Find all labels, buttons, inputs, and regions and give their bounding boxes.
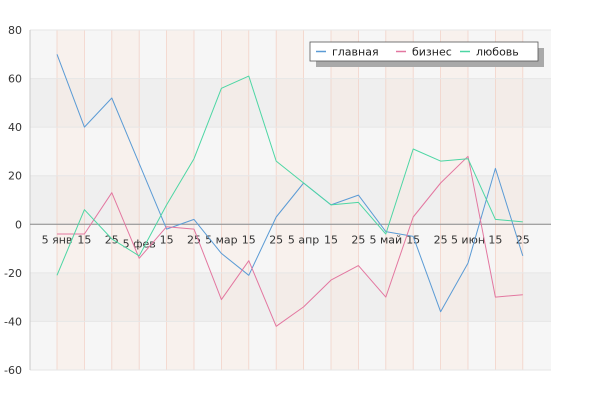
- grid-band: [30, 224, 551, 273]
- x-tick-label: 25: [516, 233, 530, 246]
- x-axis: 5 янв 15 25 5 фев 15 25 5 мар 15 25 5 апр 15 25 5 ма…: [42, 233, 530, 250]
- x-tick-label: 15: [160, 233, 174, 246]
- legend: главная бизнес любовь: [309, 41, 544, 67]
- y-tick-label: -20: [4, 267, 22, 280]
- x-tick-label: 25: [269, 233, 283, 246]
- series-line: [56, 75, 523, 276]
- series-line: [57, 155, 523, 327]
- y-tick-label: 20: [8, 170, 22, 183]
- grid-column: [523, 30, 551, 370]
- y-tick-label: 60: [8, 73, 22, 86]
- grid-column: [30, 30, 57, 370]
- grid-column: [139, 30, 166, 370]
- x-tick-label: 25: [105, 233, 119, 246]
- grid-column: [111, 30, 140, 370]
- legend-label: главная: [332, 46, 379, 59]
- grid-column: [249, 30, 276, 370]
- grid-column: [84, 30, 111, 370]
- y-tick-label: 40: [8, 121, 22, 134]
- x-tick-label: 15: [488, 233, 502, 246]
- grid-column: [194, 30, 221, 370]
- legend-label: любовь: [476, 46, 519, 59]
- grid-band: [30, 321, 551, 370]
- grid-band: [30, 127, 551, 176]
- x-tick-label: 15: [406, 233, 420, 246]
- x-tick-label: 15: [324, 233, 338, 246]
- x-tick-label: 5 май: [369, 233, 402, 246]
- y-tick-label: 0: [15, 218, 22, 231]
- x-tick-label: 5 июн: [451, 233, 485, 246]
- grid-column: [57, 30, 85, 370]
- x-tick-label: 25: [434, 233, 448, 246]
- grid-column: [166, 30, 194, 370]
- series-line: [56, 54, 524, 313]
- x-tick-label: 15: [242, 233, 256, 246]
- y-tick-label: 80: [8, 24, 22, 37]
- grid: [29, 29, 551, 371]
- series-lines: [56, 54, 524, 327]
- grid-column: [385, 30, 414, 370]
- x-tick-label: 25: [351, 233, 365, 246]
- legend-label: бизнес: [412, 46, 452, 59]
- x-tick-label: 5 апр: [288, 233, 319, 246]
- grid-band: [30, 78, 551, 128]
- grid-band: [30, 272, 551, 322]
- y-tick-label: -40: [4, 315, 22, 328]
- x-tick-label: 5 янв: [42, 233, 73, 246]
- grid-column: [468, 30, 495, 370]
- legend-box: [309, 41, 539, 62]
- grid-column: [221, 30, 249, 370]
- y-tick-label: -60: [4, 364, 22, 377]
- grid-column: [495, 30, 523, 370]
- y-axis: -60 -40 -20 0 20 40 60 80: [4, 24, 22, 377]
- grid-column: [304, 30, 331, 370]
- x-tick-label: 25: [187, 233, 201, 246]
- grid-column: [440, 30, 468, 370]
- x-tick-label: 15: [77, 233, 91, 246]
